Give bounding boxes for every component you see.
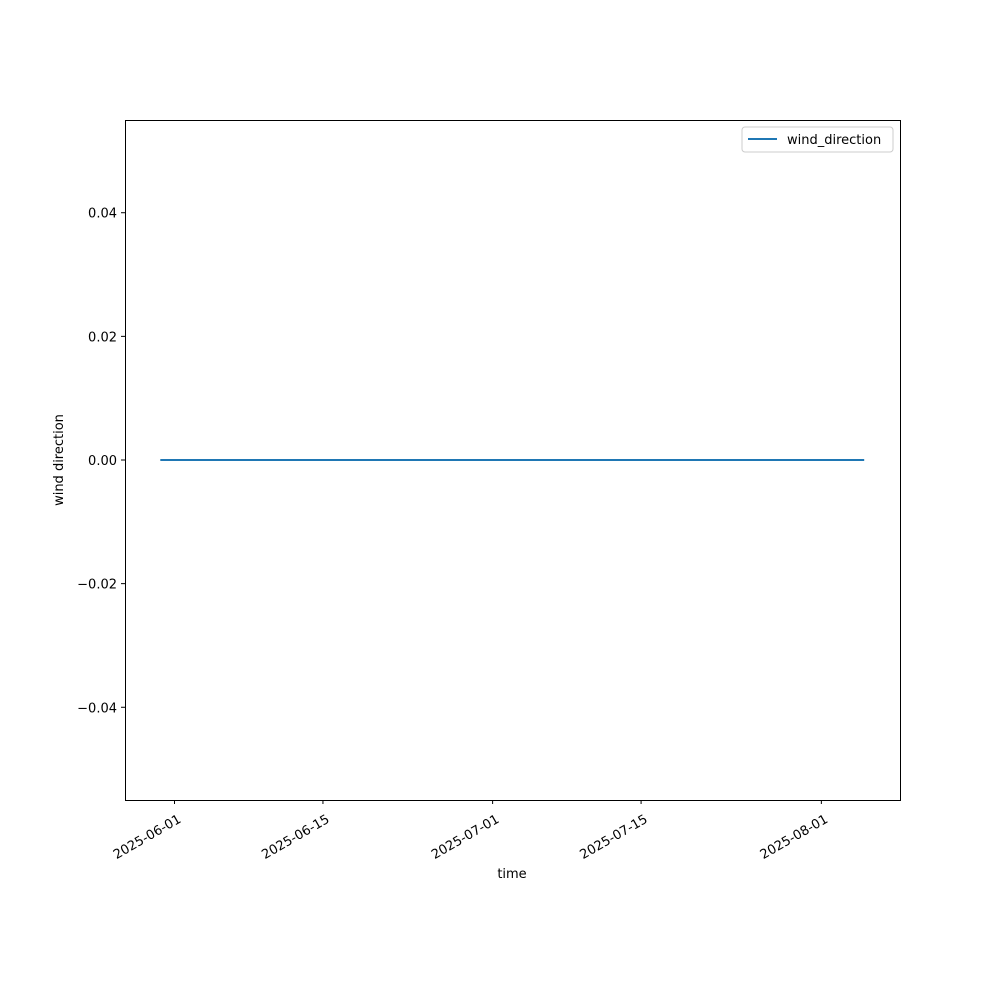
x-tick-label: 2025-07-01: [429, 812, 502, 863]
x-axis-label: time: [497, 867, 526, 882]
x-tick-label: 2025-07-15: [578, 812, 651, 863]
legend: wind_direction: [741, 126, 894, 153]
y-tick-label: 0.02: [88, 330, 117, 345]
x-tick-label: 2025-06-15: [259, 812, 332, 863]
y-axis-label: wind direction: [52, 414, 67, 506]
y-tick-label: 0.04: [88, 207, 117, 222]
legend-label: wind_direction: [787, 133, 881, 148]
x-tick-label: 2025-06-01: [111, 812, 184, 863]
axes-frame: [125, 120, 901, 801]
y-tick-label: −0.04: [77, 701, 117, 716]
y-tick-label: −0.02: [77, 578, 117, 593]
x-axis: 2025-06-01 2025-06-15 2025-07-01 2025-07-15…: [111, 800, 831, 863]
legend-box: [741, 126, 894, 153]
x-tick-label: 2025-08-01: [758, 812, 831, 863]
y-axis: −0.04 −0.02 0.00 0.02 0.04: [77, 207, 125, 716]
y-tick-label: 0.00: [88, 454, 117, 469]
